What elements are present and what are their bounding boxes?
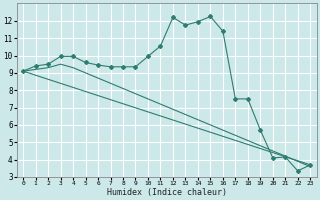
X-axis label: Humidex (Indice chaleur): Humidex (Indice chaleur) bbox=[107, 188, 227, 197]
